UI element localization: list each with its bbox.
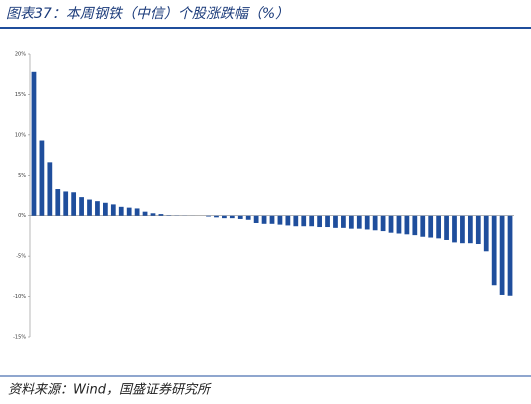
- y-tick-label: 5%: [18, 173, 26, 179]
- bar: [309, 215, 315, 227]
- bar: [444, 215, 449, 240]
- bar: [507, 215, 513, 296]
- bar: [261, 215, 267, 224]
- bar: [491, 215, 497, 286]
- bar: [285, 215, 291, 226]
- y-tick-label: 10%: [15, 132, 26, 138]
- bar: [237, 215, 243, 219]
- bar: [269, 215, 275, 224]
- bar: [55, 189, 61, 216]
- bar: [79, 197, 84, 216]
- bar: [214, 215, 219, 218]
- bar: [134, 208, 140, 216]
- bar: [412, 215, 418, 236]
- bar: [388, 215, 394, 233]
- bar: [364, 215, 370, 230]
- bar: [110, 204, 116, 216]
- bar: [253, 215, 259, 223]
- bar: [126, 207, 132, 216]
- bar: [245, 215, 251, 220]
- bar: [63, 191, 69, 216]
- bar: [150, 213, 156, 216]
- y-tick-label: 0%: [18, 213, 26, 219]
- bar: [452, 215, 457, 243]
- bar: [118, 206, 124, 216]
- bar: [333, 215, 338, 228]
- bar: [293, 215, 299, 227]
- bar: [475, 215, 481, 245]
- y-tick-label: -15%: [13, 335, 26, 341]
- bar: [47, 162, 53, 216]
- bar: [428, 215, 434, 238]
- bar: [229, 215, 235, 219]
- bar: [206, 215, 211, 217]
- bar: [31, 71, 37, 216]
- bar: [380, 215, 386, 232]
- bar: [467, 215, 473, 244]
- bar: [39, 140, 45, 216]
- bar: [71, 192, 77, 216]
- source-note: 资料来源：Wind，国盛证券研究所: [8, 382, 212, 398]
- y-tick-label: -5%: [16, 254, 26, 260]
- bar: [436, 215, 442, 239]
- bar: [158, 214, 164, 216]
- bar: [396, 215, 402, 234]
- y-tick-label: 15%: [15, 92, 26, 98]
- bar: [142, 211, 148, 216]
- bar: [460, 215, 465, 244]
- bar: [222, 215, 227, 219]
- bar: [483, 215, 489, 252]
- bar: [95, 201, 100, 216]
- bar: [277, 215, 283, 225]
- bar: [301, 215, 307, 227]
- bar: [348, 215, 354, 229]
- bar: [102, 202, 108, 216]
- bar: [372, 215, 378, 231]
- bar: [317, 215, 322, 228]
- y-tick-label: 20%: [15, 52, 26, 58]
- bar: [420, 215, 426, 237]
- bar: [325, 215, 330, 228]
- bar: [404, 215, 410, 235]
- bar: [87, 199, 92, 216]
- y-tick-label: -10%: [13, 294, 26, 300]
- chart-title: 图表37：本周钢铁（中信）个股涨跌幅（%）: [6, 6, 289, 22]
- bar: [341, 215, 346, 228]
- bar: [356, 215, 362, 229]
- bar: [499, 215, 505, 295]
